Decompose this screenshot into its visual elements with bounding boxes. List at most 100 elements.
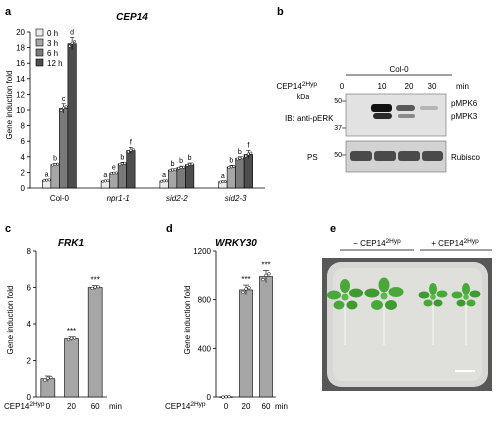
y-tick-label: 8 (27, 247, 32, 256)
data-point (114, 171, 118, 175)
legend-swatch (35, 58, 44, 67)
legend-label: 12 h (47, 59, 63, 68)
data-point (68, 44, 72, 48)
y-tick-label: 400 (198, 344, 212, 353)
chart-a-ylabel: Gene induction fold (5, 71, 14, 140)
significance-stars: *** (67, 327, 76, 336)
data-point (59, 108, 63, 112)
data-point (43, 378, 47, 382)
data-point (160, 179, 164, 183)
data-point (267, 272, 271, 276)
significance-letter: c (62, 96, 66, 103)
panel-label-e: e (330, 223, 336, 235)
blot-ib-label: IB: anti-pERK (285, 114, 334, 123)
y-tick-label: 8 (21, 122, 26, 131)
blot-kda-label: kDa (297, 94, 310, 101)
blot-band-pmpk3-10min (373, 113, 392, 119)
data-point (112, 171, 116, 175)
chart-d-xprefix: CEP142Hyp (165, 401, 206, 411)
y-tick-label: 0 (21, 184, 26, 193)
data-point (45, 178, 49, 182)
significance-letter: a (221, 173, 225, 180)
x-tick-label: 0 (46, 402, 51, 411)
y-tick-label: 18 (16, 44, 25, 53)
x-tick-label: 60 (262, 402, 271, 411)
significance-letter: a (162, 172, 166, 179)
chart-c-ylabel: Gene induction fold (6, 286, 15, 355)
y-tick-label: 4 (27, 320, 32, 329)
seedling-1 (327, 279, 363, 345)
data-point (165, 179, 169, 183)
y-tick-label: 800 (198, 296, 212, 305)
blot-label-pmpk3: pMPK3 (451, 112, 478, 121)
x-tick-label: 20 (242, 402, 251, 411)
chart-d-ylabel: Gene induction fold (183, 286, 192, 355)
data-point (168, 169, 172, 172)
significance-letter: d (70, 29, 74, 36)
photo-minus-label: − CEP142Hyp (353, 238, 401, 248)
panel-label-a: a (5, 6, 12, 18)
data-point (261, 277, 265, 282)
chart-a-title: CEP14 (116, 12, 148, 23)
x-tick-label: 60 (91, 402, 100, 411)
bar (176, 167, 186, 189)
chart-d-xlabel: min (275, 402, 288, 411)
blot-time-unit: min (456, 82, 469, 91)
significance-letter: f (247, 143, 249, 150)
data-point (129, 148, 133, 152)
y-tick-label: 14 (16, 75, 25, 84)
data-point (218, 180, 222, 184)
y-tick-label: 2 (27, 357, 32, 366)
data-point (118, 162, 122, 166)
data-point (246, 152, 250, 156)
chart-d: 0 400 800 1200 0 *** 20 *** 60 (193, 247, 276, 411)
data-point (247, 286, 251, 290)
significance-stars: *** (241, 275, 250, 284)
y-tick-label: 0 (207, 393, 212, 402)
legend-label: 0 h (47, 29, 58, 38)
data-point (73, 40, 77, 43)
blot-group-label: Col-0 (389, 65, 409, 74)
blot-band-pmpk6-20min (396, 105, 415, 111)
data-point (227, 166, 231, 170)
data-point (173, 168, 177, 172)
photo-plus-label: + CEP142Hyp (431, 238, 479, 248)
data-point (232, 164, 236, 168)
bar (235, 158, 245, 189)
data-point (51, 163, 55, 167)
data-point (123, 161, 127, 165)
blot-band-pmpk3-20min (398, 114, 415, 118)
bar (67, 43, 77, 189)
significance-letter: f (130, 139, 132, 146)
significance-letter: b (188, 155, 192, 162)
data-point (182, 165, 186, 169)
data-point (72, 336, 77, 340)
data-point (49, 375, 53, 380)
legend-label: 6 h (47, 49, 58, 58)
significance-letter: a (45, 171, 49, 178)
data-point (93, 285, 97, 289)
data-point (221, 395, 225, 399)
data-point (244, 287, 248, 291)
blot-label-pmpk6: pMPK6 (451, 99, 478, 108)
data-point (241, 290, 245, 295)
data-point (185, 163, 189, 167)
data-point (188, 162, 192, 166)
blot-band-pmpk6-10min (371, 104, 392, 112)
significance-stars: *** (90, 276, 99, 285)
agar-plate-inner (333, 268, 482, 381)
ps-band-20 (398, 151, 420, 161)
data-point (70, 41, 74, 45)
data-point (171, 168, 175, 172)
y-tick-label: 12 (16, 90, 25, 99)
bar (168, 169, 178, 189)
x-tick-label: 20 (67, 402, 76, 411)
legend-label: 3 h (47, 39, 58, 48)
bar (185, 164, 195, 189)
legend-swatch (35, 48, 44, 57)
x-tick-label: npr1-1 (107, 194, 130, 203)
bar (259, 276, 273, 398)
blot-time-10: 10 (378, 82, 387, 91)
data-point (190, 162, 194, 166)
